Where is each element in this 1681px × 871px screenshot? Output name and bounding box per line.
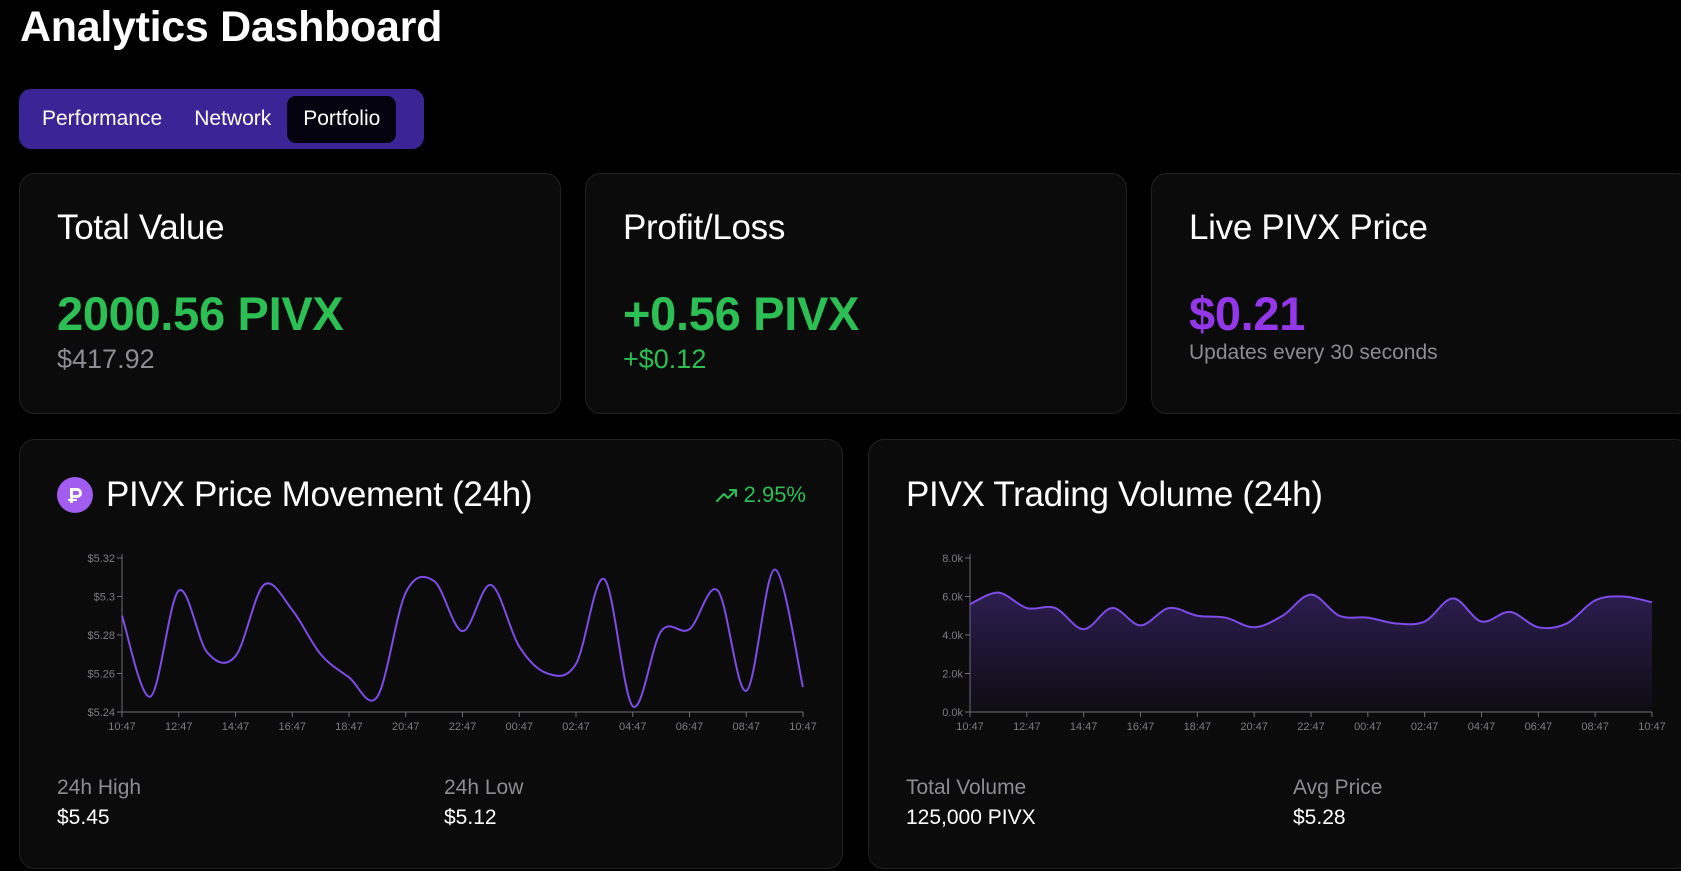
price-chart-x-tick-label: 08:47: [732, 721, 760, 733]
volume-chart-x-tick-label: 00:47: [1354, 721, 1382, 733]
stat-avg-price-value: $5.28: [1293, 806, 1346, 829]
price-chart-series-line: [121, 568, 804, 708]
trending-up-icon: [715, 489, 737, 502]
volume-chart-x-tick-label: 22:47: [1297, 721, 1325, 733]
volume-chart-y-tick-label: 4.0k: [942, 630, 963, 642]
price-chart-x-tick-label: 14:47: [222, 721, 250, 733]
price-chart-x-tick-label: 20:47: [392, 721, 420, 733]
tab-portfolio[interactable]: Portfolio: [287, 95, 397, 143]
price-chart-y-tick-label: $5.28: [87, 630, 115, 642]
price-chart-header: PIVX Price Movement (24h): [57, 475, 533, 515]
volume-chart-y-tick-label: 2.0k: [942, 669, 963, 681]
volume-chart-x-tick-label: 12:47: [1013, 721, 1041, 733]
volume-chart-header: PIVX Trading Volume (24h): [906, 475, 1323, 515]
live-price-note: Updates every 30 seconds: [1189, 341, 1438, 364]
volume-chart-x-tick-label: 10:47: [956, 721, 984, 733]
price-chart-x-tick-label: 04:47: [619, 721, 647, 733]
pivx-logo-icon: [57, 477, 93, 513]
volume-chart-x-tick-label: 20:47: [1240, 721, 1268, 733]
live-price-amount: $0.21: [1189, 287, 1306, 340]
stat-24h-high-value: $5.45: [57, 806, 110, 829]
price-change-value: 2.95%: [743, 482, 806, 507]
volume-chart-y-tick-label: 0.0k: [942, 707, 963, 719]
volume-chart-x-tick-label: 16:47: [1127, 721, 1155, 733]
price-chart-title: PIVX Price Movement (24h): [106, 475, 533, 514]
price-chart-x-tick-label: 10:47: [789, 721, 817, 733]
trading-volume-card: PIVX Trading Volume (24h) 0.0k 2.0k 4.0k 6.…: [868, 439, 1681, 869]
price-chart-y-tick-label: $5.3: [94, 592, 115, 604]
volume-chart-x-tick-label: 14:47: [1070, 721, 1098, 733]
volume-chart-x-tick-label: 10:47: [1638, 721, 1666, 733]
volume-chart-y-tick-label: 6.0k: [942, 592, 963, 604]
total-value-card: Total Value 2000.56 PIVX $417.92: [19, 173, 561, 414]
price-chart-y-tick-label: $5.32: [87, 553, 115, 565]
price-chart-x-tick-label: 22:47: [449, 721, 477, 733]
profit-loss-title: Profit/Loss: [623, 208, 786, 247]
stat-24h-high-label: 24h High: [57, 776, 142, 799]
tab-performance[interactable]: Performance: [42, 107, 163, 130]
price-movement-card: PIVX Price Movement (24h) 2.95% $5.24 $5.…: [19, 439, 843, 869]
price-chart-y-tick-label: $5.26: [87, 669, 115, 681]
total-value-title: Total Value: [57, 208, 225, 247]
price-change-indicator: 2.95%: [715, 482, 806, 508]
stat-total-volume-value: 125,000 PIVX: [906, 806, 1036, 829]
price-chart-x-tick-label: 02:47: [562, 721, 590, 733]
volume-chart-series-line: [969, 591, 1653, 631]
tab-network[interactable]: Network: [194, 107, 272, 130]
total-value-amount: 2000.56 PIVX: [57, 287, 344, 340]
price-chart-x-tick-label: 00:47: [505, 721, 533, 733]
price-chart-x-tick-label: 18:47: [335, 721, 363, 733]
volume-chart-x-tick-label: 04:47: [1468, 721, 1496, 733]
price-line-chart: $5.24 $5.26 $5.28 $5.3 $5.32 10:47 12:47 14:47 1…: [87, 553, 817, 733]
volume-area-chart: 0.0k 2.0k 4.0k 6.0k 8.0k 10:47 12:47 14:47 16:47…: [942, 553, 1666, 733]
volume-chart-x-tick-label: 02:47: [1411, 721, 1439, 733]
page-title: Analytics Dashboard: [20, 3, 443, 51]
price-chart-x-tick-label: 10:47: [108, 721, 136, 733]
profit-loss-usd: +$0.12: [623, 344, 707, 374]
tab-bar: Performance Network Portfolio: [19, 89, 424, 149]
profit-loss-card: Profit/Loss +0.56 PIVX +$0.12: [585, 173, 1127, 414]
stat-avg-price-label: Avg Price: [1293, 776, 1383, 799]
stat-24h-low-value: $5.12: [444, 806, 497, 829]
total-value-usd: $417.92: [57, 344, 155, 374]
price-chart-x-tick-label: 12:47: [165, 721, 193, 733]
price-chart-y-tick-label: $5.24: [87, 707, 115, 719]
profit-loss-amount: +0.56 PIVX: [623, 287, 860, 340]
stat-total-volume-label: Total Volume: [906, 776, 1027, 799]
volume-chart-x-tick-label: 18:47: [1184, 721, 1212, 733]
price-chart-x-tick-label: 16:47: [278, 721, 306, 733]
live-price-card: Live PIVX Price $0.21 Updates every 30 s…: [1151, 173, 1681, 414]
volume-chart-x-tick-label: 08:47: [1581, 721, 1609, 733]
volume-chart-title: PIVX Trading Volume (24h): [906, 475, 1323, 514]
live-price-title: Live PIVX Price: [1189, 208, 1428, 247]
stat-24h-low-label: 24h Low: [444, 776, 524, 799]
price-chart-x-tick-label: 06:47: [676, 721, 704, 733]
volume-chart-y-tick-label: 8.0k: [942, 553, 963, 565]
volume-chart-x-tick-label: 06:47: [1525, 721, 1553, 733]
volume-chart-area-fill: [970, 592, 1652, 712]
